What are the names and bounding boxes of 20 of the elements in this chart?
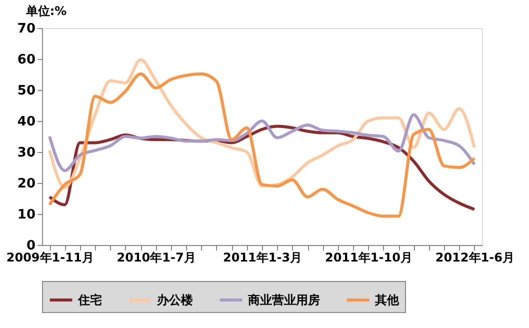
legend-label: 商业营业用房 xyxy=(247,293,320,307)
y-tick-label: 60 xyxy=(17,52,36,68)
x-tick-label: 2010年1-7月 xyxy=(116,250,196,264)
legend-label: 住宅 xyxy=(77,293,102,307)
y-tick-label: 70 xyxy=(17,22,36,36)
y-tick-label: 10 xyxy=(17,208,36,222)
y-tick-label: 50 xyxy=(17,84,36,98)
x-tick-label: 2011年1-3月 xyxy=(222,250,302,264)
legend-label: 其他 xyxy=(374,293,400,307)
y-tick-label: 20 xyxy=(17,176,36,192)
y-tick-label: 30 xyxy=(17,146,36,160)
y-axis-title: 单位:% xyxy=(24,4,67,18)
line-series xyxy=(48,72,476,218)
line-series xyxy=(48,113,476,172)
x-tick-label: 2012年1-6月 xyxy=(435,250,514,264)
y-tick-label: 40 xyxy=(17,114,36,130)
x-tick-label: 2009年1-11月 xyxy=(6,250,94,264)
y-tick-label: 0 xyxy=(26,238,36,254)
legend-label: 办公楼 xyxy=(156,293,194,307)
x-tick-label: 2011年1-10月 xyxy=(324,250,412,264)
